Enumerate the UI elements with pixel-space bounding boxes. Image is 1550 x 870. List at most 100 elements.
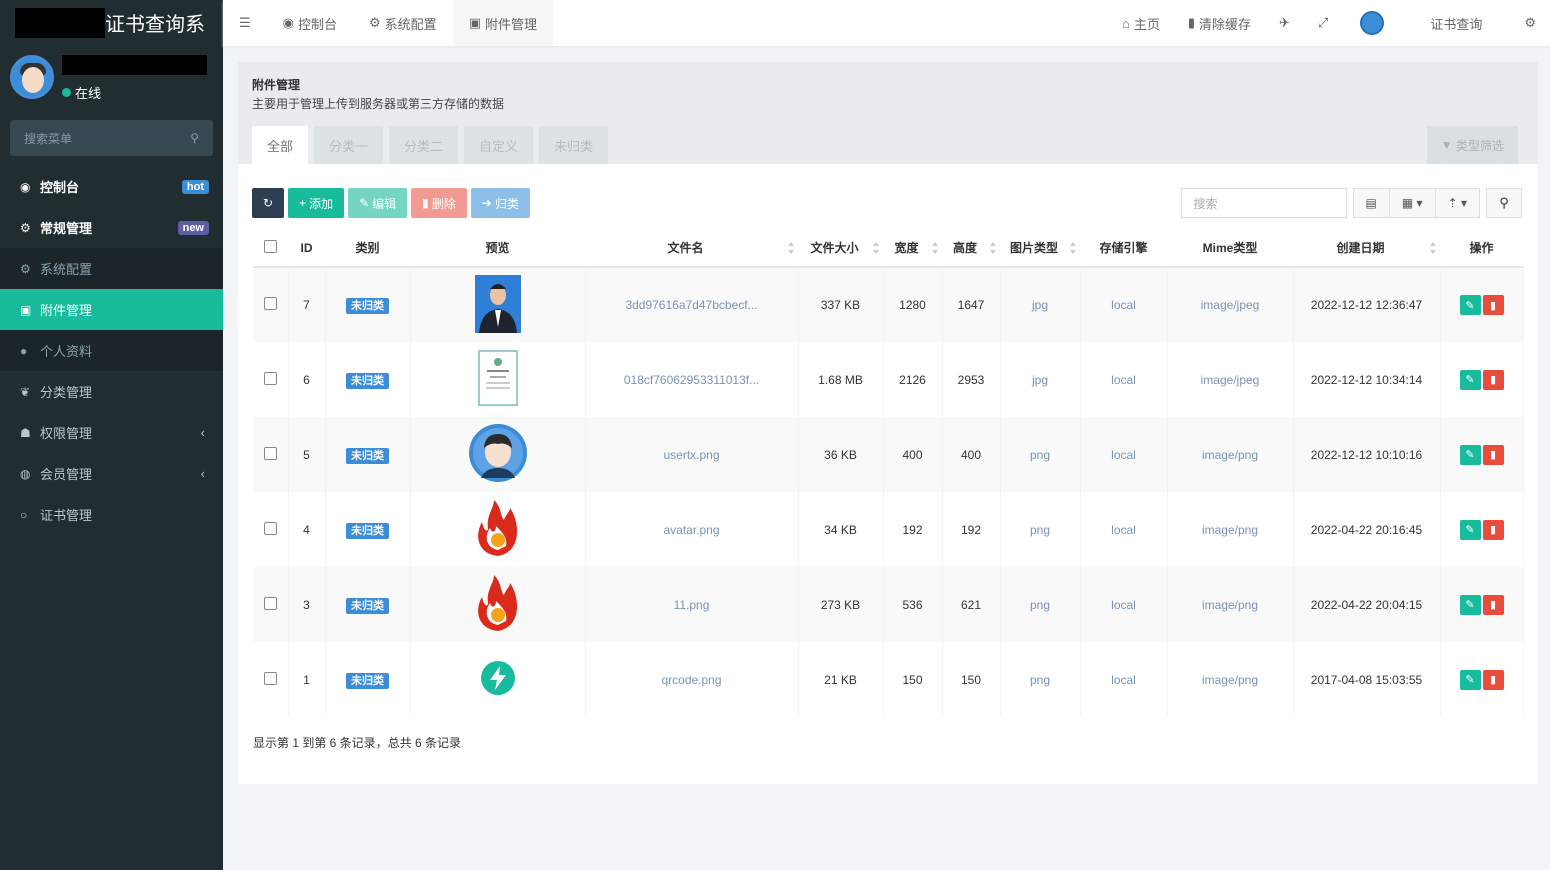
classify-button[interactable]: ➜ 归类 xyxy=(470,188,530,218)
home-link[interactable]: ⌂ 主页 xyxy=(1108,0,1174,46)
header-avatar[interactable] xyxy=(1360,11,1385,35)
row-checkbox[interactable] xyxy=(263,297,277,310)
created-date: 2022-12-12 10:34:14 xyxy=(1310,372,1423,387)
filename[interactable]: usertx.png xyxy=(663,447,720,462)
cell-preview[interactable] xyxy=(410,342,586,417)
row-checkbox[interactable] xyxy=(263,446,277,460)
cell-preview[interactable] xyxy=(410,567,586,642)
column-header[interactable]: 高度 xyxy=(942,229,1000,268)
filename[interactable]: 3dd97616a7d47bcbecf... xyxy=(625,298,758,312)
delete-row-button[interactable]: ▮ xyxy=(1482,594,1504,615)
edit-row-button[interactable]: ✎ xyxy=(1459,594,1481,615)
edit-row-button[interactable]: ✎ xyxy=(1459,295,1481,315)
column-header: 存储引擎 xyxy=(1080,229,1167,268)
export-dropdown-icon[interactable]: ⇡ ▾ xyxy=(1447,196,1467,210)
cell-select[interactable] xyxy=(253,342,289,417)
fullscreen-icon[interactable]: ⤢ xyxy=(1317,15,1329,30)
tab-dashboard[interactable]: ◉ 控制台 xyxy=(267,0,353,46)
cell-select[interactable] xyxy=(253,267,289,342)
tab-attachment[interactable]: ▣ 附件管理 xyxy=(452,0,553,46)
cell-select[interactable] xyxy=(253,492,289,567)
edit-row-button[interactable]: ✎ xyxy=(1459,519,1481,540)
edit-row-button[interactable]: ✎ xyxy=(1459,444,1481,465)
width: 1280 xyxy=(899,298,926,312)
plus-icon: + xyxy=(299,196,307,210)
filename[interactable]: 11.png xyxy=(673,597,710,612)
preview-bolt-image[interactable] xyxy=(480,661,516,699)
preview-fire-image[interactable] xyxy=(472,575,524,636)
category-tab[interactable]: 全部 xyxy=(252,126,309,164)
preview-portrait-photo-image[interactable] xyxy=(474,274,521,336)
sidebar-item[interactable]: ☗ 权限管理 ‹ xyxy=(0,412,223,453)
menu-toggle-icon[interactable]: ☰ xyxy=(239,15,251,30)
column-header[interactable]: 文件名 xyxy=(585,229,798,268)
edit-button[interactable]: ✎ 编辑 xyxy=(348,188,408,218)
storage: local xyxy=(1111,672,1136,687)
preview-certificate-image[interactable] xyxy=(477,350,518,409)
settings-cogs-icon[interactable]: ⚙ xyxy=(1524,15,1536,30)
column-header[interactable]: 图片类型 xyxy=(1000,229,1080,268)
cell-preview[interactable] xyxy=(410,417,586,492)
search-button[interactable]: ⚲ xyxy=(1486,188,1522,218)
filename[interactable]: qrcode.png xyxy=(661,672,722,687)
filename[interactable]: 018cf76062953311013f... xyxy=(623,372,760,387)
delete-row-button[interactable]: ▮ xyxy=(1482,519,1504,540)
sidebar-item[interactable]: ▣ 附件管理 xyxy=(0,289,223,330)
sidebar-item[interactable]: ❦ 分类管理 xyxy=(0,371,223,412)
refresh-button[interactable]: ↻ xyxy=(252,188,285,218)
row-checkbox[interactable] xyxy=(263,596,277,610)
id: 3 xyxy=(303,597,310,612)
cell-width: 2126 xyxy=(883,342,943,417)
tab-system-config[interactable]: ⚙ 系统配置 xyxy=(353,0,453,46)
menu-search-input[interactable]: 搜索菜单 ⚲ xyxy=(10,120,213,156)
row-checkbox[interactable] xyxy=(263,371,277,385)
delete-row-button[interactable]: ▮ xyxy=(1482,295,1504,315)
category-tab[interactable]: 未归类 xyxy=(539,126,609,164)
cell-select[interactable] xyxy=(253,417,289,492)
preview-fire-image[interactable] xyxy=(472,500,524,561)
clear-cache-button[interactable]: ▮ 清除缓存 xyxy=(1174,0,1265,46)
edit-row-button[interactable]: ✎ xyxy=(1459,669,1481,690)
row-checkbox[interactable] xyxy=(263,671,277,685)
sidebar-item[interactable]: ◉ 控制台 hot xyxy=(0,166,223,207)
sidebar-item[interactable]: ◍ 会员管理 ‹ xyxy=(0,453,223,494)
delete-button[interactable]: ▮ 删除 xyxy=(411,188,467,218)
type-filter-button[interactable]: ▼ 类型筛选 xyxy=(1426,126,1518,164)
delete-row-button[interactable]: ▮ xyxy=(1482,369,1504,390)
logo[interactable]: 证书查询系 xyxy=(0,0,223,45)
sidebar-item[interactable]: ⚙ 系统配置 xyxy=(0,248,223,289)
category-tab[interactable]: 自定义 xyxy=(464,126,534,164)
sidebar-item[interactable]: ○ 证书管理 xyxy=(0,494,223,535)
select-all-checkbox[interactable] xyxy=(253,229,288,268)
category-tab[interactable]: 分类二 xyxy=(389,126,459,164)
column-header[interactable]: 创建日期 xyxy=(1293,229,1440,268)
translate-icon[interactable]: ✈ xyxy=(1279,15,1290,30)
row-checkbox[interactable] xyxy=(263,521,277,535)
table-search-input[interactable]: 搜索 xyxy=(1180,188,1347,218)
category-tab[interactable]: 分类一 xyxy=(314,126,384,164)
category: 未归类 xyxy=(346,298,389,314)
sidebar-item[interactable]: ● 个人资料 xyxy=(0,330,223,371)
cell-preview[interactable] xyxy=(410,492,586,567)
add-button[interactable]: + 添加 xyxy=(288,188,345,218)
site-name-link[interactable]: 证书查询 xyxy=(1402,0,1510,46)
preview-user-avatar-image[interactable] xyxy=(468,424,527,485)
delete-row-button[interactable]: ▮ xyxy=(1482,669,1504,690)
column-header[interactable]: 文件大小 xyxy=(798,229,883,268)
delete-row-button[interactable]: ▮ xyxy=(1482,444,1504,465)
cell-image-type: png xyxy=(1000,567,1081,642)
cell-preview[interactable] xyxy=(410,267,586,342)
filename[interactable]: avatar.png xyxy=(663,522,720,537)
sidebar: 证书查询系 在线 搜索菜单 ⚲ ◉ 控制台 hot ⚙ 常规管理 new ⚙ 系统配置 ▣ 附件管理… xyxy=(0,0,223,870)
cell-select[interactable] xyxy=(253,567,289,642)
column-header[interactable]: 宽度 xyxy=(883,229,942,268)
sidebar-item[interactable]: ⚙ 常规管理 new xyxy=(0,207,223,248)
column-header: ID xyxy=(288,229,325,268)
cell-select[interactable] xyxy=(253,642,289,717)
cell-category: 未归类 xyxy=(325,567,411,642)
toggle-view-icon[interactable]: ▤ xyxy=(1354,189,1390,217)
columns-dropdown-icon[interactable]: ▦ ▾ xyxy=(1390,189,1436,217)
edit-row-button[interactable]: ✎ xyxy=(1459,369,1481,390)
sidebar-menu: ◉ 控制台 hot ⚙ 常规管理 new ⚙ 系统配置 ▣ 附件管理 ● 个人资料 ❦ 分类管理 ☗ 权限管理… xyxy=(0,166,223,535)
cell-preview[interactable] xyxy=(410,642,586,717)
